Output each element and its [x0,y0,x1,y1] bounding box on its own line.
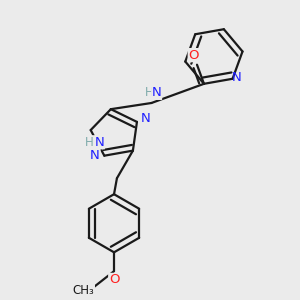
Text: CH₃: CH₃ [73,284,94,297]
Text: N: N [152,86,162,99]
Text: O: O [188,49,199,62]
Text: N: N [232,71,242,84]
Text: N: N [94,136,104,149]
Text: N: N [90,148,100,162]
Text: O: O [109,273,119,286]
Text: H: H [145,86,154,99]
Text: N: N [141,112,151,125]
Text: H: H [85,136,94,149]
